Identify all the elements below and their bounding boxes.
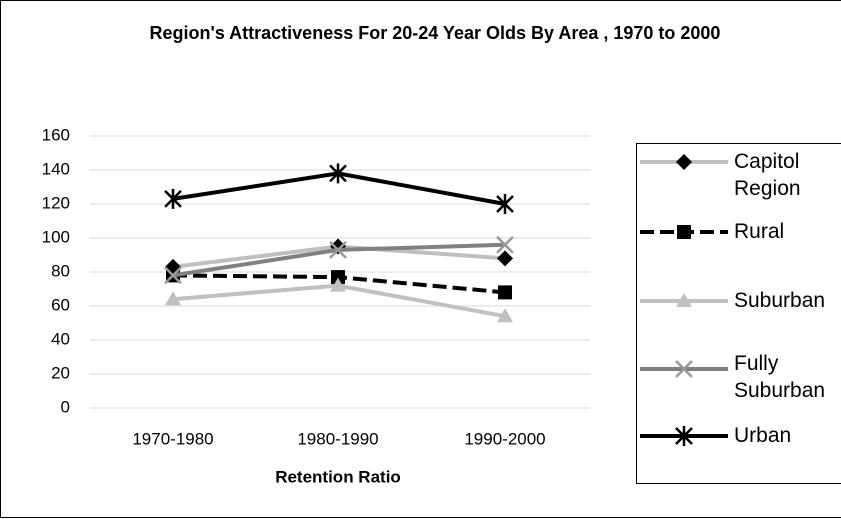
legend-label: Rural (734, 220, 785, 243)
legend-marker (675, 360, 693, 378)
data-point (330, 277, 346, 292)
y-tick-label: 20 (51, 363, 70, 382)
x-tick-label: 1980-1990 (297, 429, 378, 448)
data-point (496, 194, 514, 214)
legend-marker (677, 225, 691, 239)
x-axis-title: Retention Ratio (275, 467, 401, 486)
legend-marker (676, 154, 692, 170)
data-point (331, 270, 345, 285)
y-tick-label: 40 (51, 329, 70, 348)
y-tick-label: 60 (51, 295, 70, 314)
y-tick-label: 0 (61, 397, 70, 416)
data-point (165, 291, 181, 306)
data-point (329, 241, 347, 259)
chart-title: Region's Attractiveness For 20-24 Year O… (149, 23, 721, 43)
x-tick-label: 1970-1980 (132, 429, 213, 448)
y-tick-label: 160 (42, 125, 70, 144)
legend-label: Capitol Region (734, 150, 801, 200)
legend-marker (676, 293, 692, 307)
data-point (329, 163, 347, 184)
data-point (498, 285, 512, 300)
legend-label: Urban (734, 424, 792, 447)
data-point (497, 250, 513, 267)
data-point (164, 266, 182, 285)
legend-marker (675, 426, 693, 446)
x-tick-label: 1990-2000 (464, 429, 545, 448)
y-tick-label: 120 (42, 193, 70, 212)
legend-box (636, 143, 841, 484)
y-tick-label: 80 (51, 261, 70, 280)
legend-label: Fully Suburban (734, 352, 826, 402)
y-tick-label: 140 (42, 159, 70, 178)
data-point (497, 308, 513, 323)
y-tick-label: 100 (42, 227, 70, 246)
data-point (164, 188, 182, 209)
data-point (496, 235, 514, 254)
legend-label: Suburban (734, 289, 826, 312)
